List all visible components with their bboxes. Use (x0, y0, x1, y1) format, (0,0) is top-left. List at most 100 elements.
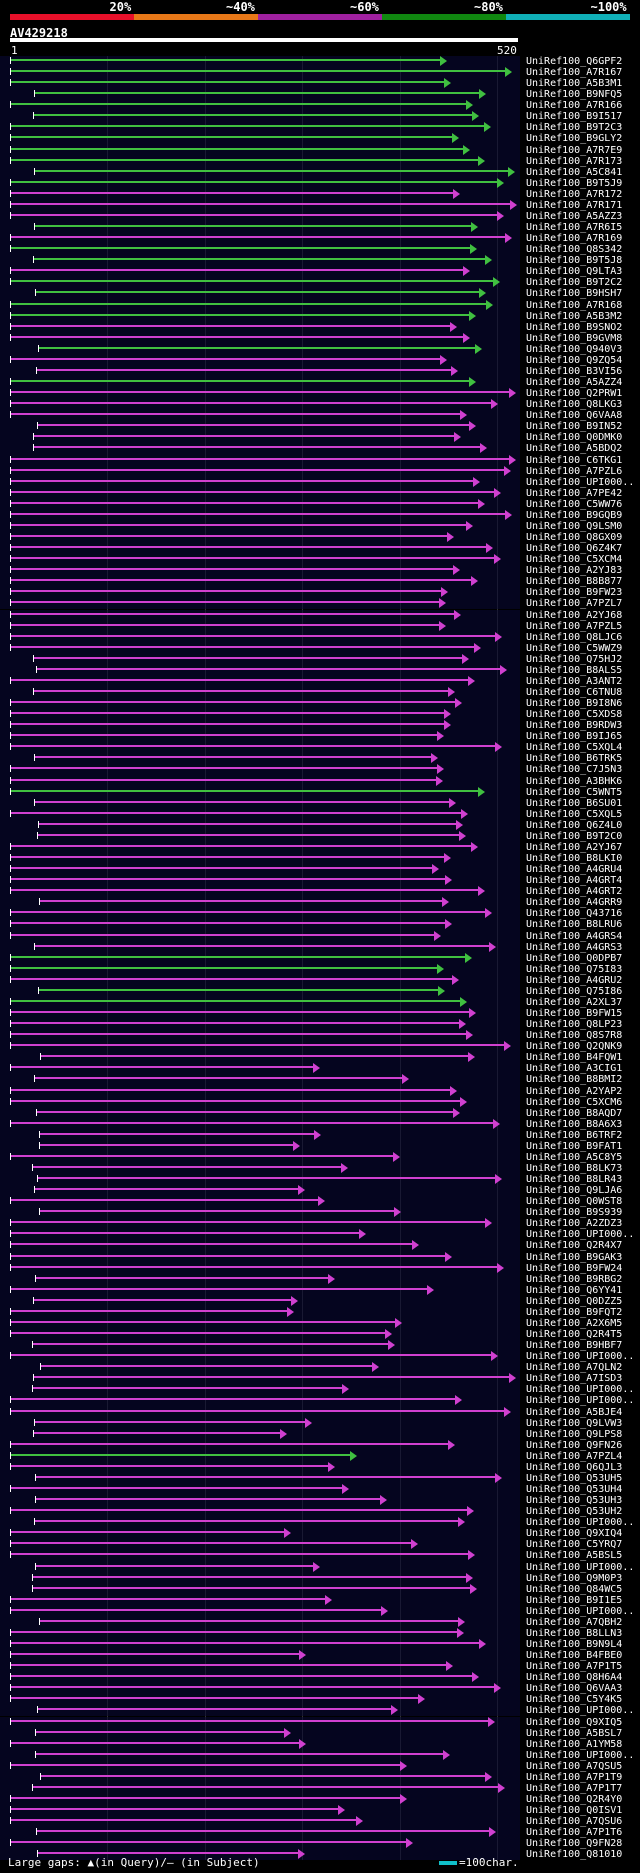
hit-label[interactable]: UniRef100_Q2R4T5 (526, 1329, 623, 1341)
hit-bar[interactable] (10, 1819, 356, 1822)
hit-bar[interactable] (10, 1044, 504, 1047)
hit-bar[interactable] (10, 247, 470, 250)
hit-label[interactable]: UniRef100_A4GRT2 (526, 886, 623, 898)
hit-bar[interactable] (10, 723, 444, 726)
hit-bar[interactable] (10, 922, 445, 925)
hit-bar[interactable] (10, 136, 452, 139)
hit-bar[interactable] (10, 678, 468, 681)
hit-bar[interactable] (33, 435, 454, 438)
hit-bar[interactable] (10, 767, 437, 770)
hit-label[interactable]: UniRef100_A7QBH2 (526, 1616, 623, 1628)
hit-label[interactable]: UniRef100_UPI000.. (526, 1384, 635, 1396)
hit-label[interactable]: UniRef100_A7R169 (526, 233, 623, 245)
hit-label[interactable]: UniRef100_Q8LKG3 (526, 399, 623, 411)
hit-bar[interactable] (33, 114, 472, 117)
hit-label[interactable]: UniRef100_A7R7E9 (526, 144, 623, 156)
hit-label[interactable]: UniRef100_B8LR43 (526, 1174, 623, 1186)
hit-bar[interactable] (10, 867, 432, 870)
hit-label[interactable]: UniRef100_B9I517 (526, 111, 623, 123)
hit-label[interactable]: UniRef100_B8BMI2 (526, 1074, 623, 1086)
hit-bar[interactable] (34, 800, 449, 803)
hit-label[interactable]: UniRef100_C5XCM4 (526, 554, 623, 566)
hit-label[interactable]: UniRef100_A2X6M5 (526, 1317, 623, 1329)
hit-bar[interactable] (37, 1708, 391, 1711)
hit-label[interactable]: UniRef100_B9RDW3 (526, 720, 623, 732)
hit-bar[interactable] (33, 689, 448, 692)
hit-bar[interactable] (32, 1166, 341, 1168)
hit-bar[interactable] (10, 1121, 493, 1124)
hit-label[interactable]: UniRef100_B9RBG2 (526, 1273, 623, 1285)
hit-bar[interactable] (10, 1719, 488, 1722)
hit-label[interactable]: UniRef100_Q53UH2 (526, 1506, 623, 1518)
hit-label[interactable]: UniRef100_B9NFQ5 (526, 89, 623, 101)
hit-label[interactable]: UniRef100_B6TRF2 (526, 1129, 623, 1141)
hit-bar[interactable] (10, 789, 478, 792)
hit-label[interactable]: UniRef100_UPI000.. (526, 476, 635, 488)
hit-bar[interactable] (10, 269, 463, 272)
hit-label[interactable]: UniRef100_B9GAK3 (526, 1251, 623, 1263)
hit-label[interactable]: UniRef100_Q9XIQ4 (526, 1528, 623, 1540)
hit-label[interactable]: UniRef100_Q9ZQ54 (526, 354, 623, 366)
hit-bar[interactable] (32, 1343, 388, 1346)
hit-bar[interactable] (37, 424, 469, 427)
hit-label[interactable]: UniRef100_A7PZL4 (526, 1450, 623, 1462)
hit-label[interactable]: UniRef100_B9S939 (526, 1207, 623, 1219)
hit-label[interactable]: UniRef100_Q75I83 (526, 963, 623, 975)
hit-label[interactable]: UniRef100_UPI000.. (526, 1229, 635, 1241)
hit-bar[interactable] (10, 380, 469, 383)
hit-bar[interactable] (10, 1841, 406, 1844)
hit-label[interactable]: UniRef100_B8A6X3 (526, 1118, 623, 1130)
hit-label[interactable]: UniRef100_Q9XIQ5 (526, 1716, 623, 1728)
hit-bar[interactable] (35, 1564, 313, 1567)
hit-bar[interactable] (10, 512, 505, 515)
hit-bar[interactable] (10, 535, 447, 537)
hit-bar[interactable] (10, 1653, 299, 1656)
hit-bar[interactable] (10, 579, 471, 582)
hit-label[interactable]: UniRef100_A2YJ68 (526, 609, 623, 621)
hit-bar[interactable] (34, 1077, 402, 1080)
hit-label[interactable]: UniRef100_A2XL37 (526, 996, 623, 1008)
hit-bar[interactable] (35, 291, 479, 294)
hit-label[interactable]: UniRef100_A7PZL6 (526, 465, 623, 477)
hit-label[interactable]: UniRef100_A5BJE4 (526, 1406, 623, 1418)
hit-label[interactable]: UniRef100_A4GRS3 (526, 941, 623, 953)
hit-bar[interactable] (10, 490, 494, 493)
hit-bar[interactable] (10, 103, 466, 106)
hit-bar[interactable] (10, 1287, 427, 1290)
hit-label[interactable]: UniRef100_Q9LVW3 (526, 1417, 623, 1429)
hit-label[interactable]: UniRef100_A5C841 (526, 166, 623, 178)
hit-bar[interactable] (39, 1132, 314, 1135)
hit-bar[interactable] (10, 557, 494, 560)
hit-bar[interactable] (37, 833, 459, 836)
hit-label[interactable]: UniRef100_Q84WC5 (526, 1583, 623, 1595)
hit-bar[interactable] (34, 1188, 298, 1191)
hit-label[interactable]: UniRef100_B9GQB9 (526, 509, 623, 521)
hit-label[interactable]: UniRef100_B9T2C3 (526, 122, 623, 134)
hit-label[interactable]: UniRef100_A7R167 (526, 67, 623, 79)
hit-bar[interactable] (10, 1487, 342, 1490)
hit-bar[interactable] (10, 1531, 284, 1534)
hit-label[interactable]: UniRef100_C5XDS8 (526, 709, 623, 721)
hit-label[interactable]: UniRef100_A7P1T5 (526, 1661, 623, 1673)
hit-label[interactable]: UniRef100_B4FQW1 (526, 1052, 623, 1064)
hit-label[interactable]: UniRef100_A3ANT2 (526, 675, 623, 687)
hit-label[interactable]: UniRef100_B9FW23 (526, 587, 623, 599)
hit-label[interactable]: UniRef100_A5B3M2 (526, 310, 623, 322)
hit-label[interactable]: UniRef100_C5WWZ9 (526, 642, 623, 654)
hit-bar[interactable] (10, 1320, 395, 1323)
hit-label[interactable]: UniRef100_A7P1T9 (526, 1771, 623, 1783)
hit-label[interactable]: UniRef100_Q9LSM0 (526, 520, 623, 532)
hit-bar[interactable] (10, 889, 478, 892)
hit-bar[interactable] (10, 1221, 485, 1224)
hit-bar[interactable] (10, 213, 497, 216)
hit-label[interactable]: UniRef100_A7R173 (526, 155, 623, 167)
hit-bar[interactable] (10, 1597, 325, 1600)
hit-label[interactable]: UniRef100_C5Y4K5 (526, 1694, 623, 1706)
hit-bar[interactable] (33, 446, 480, 449)
hit-bar[interactable] (10, 1354, 491, 1357)
hit-bar[interactable] (36, 667, 500, 670)
hit-bar[interactable] (10, 734, 437, 737)
hit-label[interactable]: UniRef100_B9T5J8 (526, 255, 623, 267)
hit-label[interactable]: UniRef100_UPI000.. (526, 1351, 635, 1363)
hit-bar[interactable] (10, 501, 478, 504)
